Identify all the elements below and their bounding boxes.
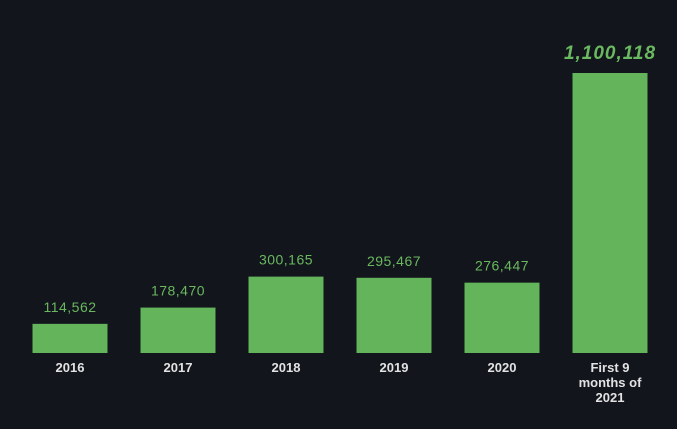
x-tick-label: 2017 (163, 360, 193, 375)
x-tick-label: 2020 (487, 360, 517, 375)
value-label: 114,562 (43, 299, 96, 315)
x-tick-label: 2018 (271, 360, 301, 375)
bar (140, 307, 216, 353)
value-label: 300,165 (259, 252, 313, 268)
bar (572, 73, 648, 353)
x-tick-label: First 9 months of 2021 (578, 360, 642, 405)
value-label: 295,467 (367, 253, 421, 269)
bar (248, 276, 324, 353)
bar (464, 282, 540, 353)
x-tick-label: 2019 (379, 360, 409, 375)
bar (32, 323, 108, 353)
value-label: 1,100,118 (564, 43, 656, 64)
bar (356, 277, 432, 353)
x-tick-label: 2016 (55, 360, 85, 375)
value-label: 178,470 (151, 283, 205, 299)
value-label: 276,447 (475, 258, 529, 274)
